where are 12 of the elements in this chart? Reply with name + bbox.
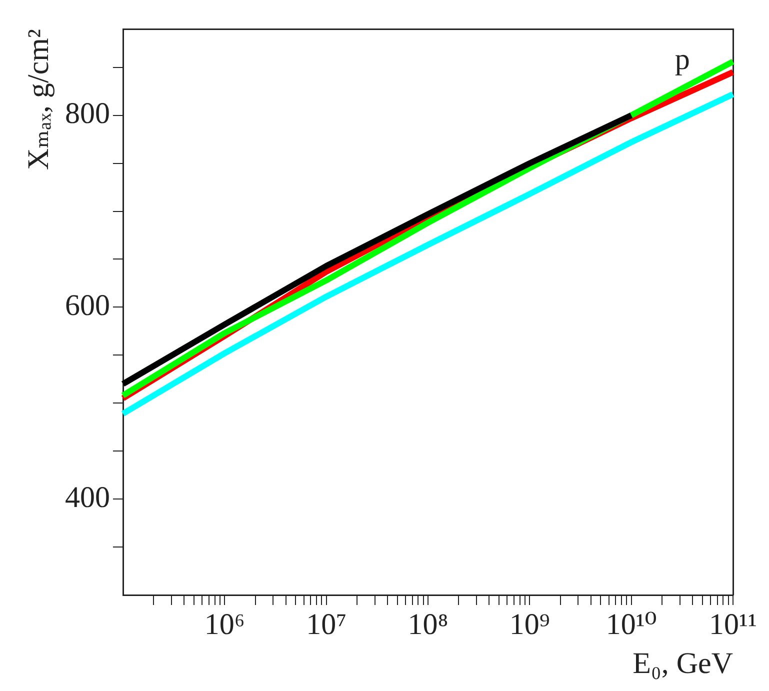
y-tick-label: 400 — [65, 480, 110, 514]
y-tick-label: 800 — [65, 97, 110, 130]
x-axis-title: E₀, GeV — [632, 646, 734, 680]
x-tick-label: 10⁸ — [408, 608, 448, 641]
x-tick-label: 10⁹ — [509, 608, 550, 641]
x-tick-label: 10⁷ — [306, 608, 347, 641]
y-axis-title: Xₘₐₓ, g/cm² — [22, 29, 55, 170]
annotation: p — [674, 43, 690, 76]
x-tick-label: 10⁶ — [204, 608, 245, 641]
x-tick-label: 10¹⁰ — [606, 608, 657, 641]
x-tick-label: 10¹¹ — [709, 608, 757, 641]
y-tick-label: 600 — [65, 289, 110, 322]
